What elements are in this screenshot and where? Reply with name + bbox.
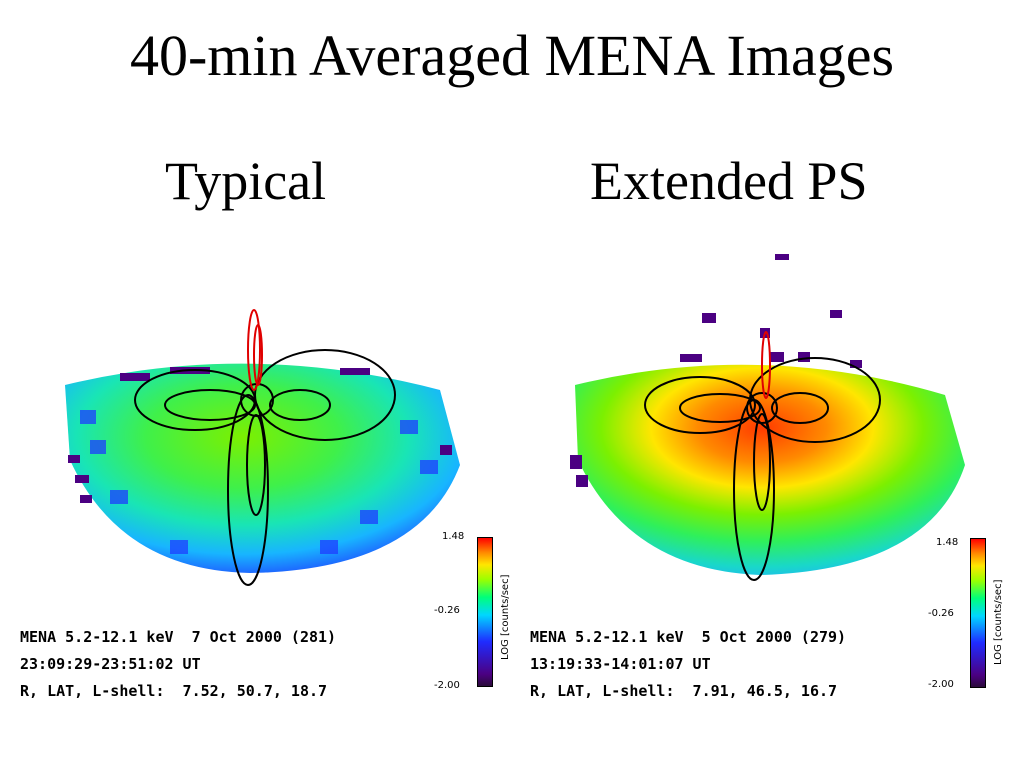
colorbar-axis-label: LOG [counts/sec] [993, 579, 1004, 665]
info-line-energy-date: MENA 5.2-12.1 keV 7 Oct 2000 (281) [20, 628, 337, 646]
mena-image-panel-extended-ps: 1.48 -0.26 -2.00 LOG [counts/sec] MENA 5… [530, 240, 1024, 710]
ena-image-typical [65, 309, 460, 586]
info-line-position: R, LAT, L-shell: 7.52, 50.7, 18.7 [20, 682, 328, 700]
info-line-energy-date: MENA 5.2-12.1 keV 5 Oct 2000 (279) [530, 628, 847, 646]
colorbar-axis-label: LOG [counts/sec] [500, 574, 511, 660]
slide-title: 40-min Averaged MENA Images [129, 23, 895, 88]
colorbar-max-label: 1.48 [936, 537, 959, 548]
colorbar [970, 538, 986, 688]
colorbar-min-label: -2.00 [434, 680, 460, 691]
colorbar-max-label: 1.48 [442, 531, 465, 542]
colorbar [477, 537, 493, 687]
info-line-position: R, LAT, L-shell: 7.91, 46.5, 16.7 [530, 682, 838, 700]
colorbar-mid-label: -0.26 [928, 608, 954, 619]
info-line-time: 13:19:33-14:01:07 UT [530, 655, 711, 673]
info-text: MENA 5.2-12.1 keV 7 Oct 2000 (281) 23:09… [20, 624, 336, 705]
colorbar-mid-label: -0.26 [434, 605, 460, 616]
mena-image-panel-typical: 1.48 -0.26 -2.00 LOG [counts/sec] MENA 5… [20, 240, 520, 710]
colorbar-min-label: -2.00 [928, 679, 954, 690]
panel-subtitle-typical: Typical [165, 151, 327, 211]
info-text: MENA 5.2-12.1 keV 5 Oct 2000 (279) 13:19… [530, 624, 846, 705]
panel-subtitle-extended-ps: Extended PS [590, 151, 868, 211]
info-line-time: 23:09:29-23:51:02 UT [20, 655, 201, 673]
ena-image-extended-ps [570, 254, 965, 581]
